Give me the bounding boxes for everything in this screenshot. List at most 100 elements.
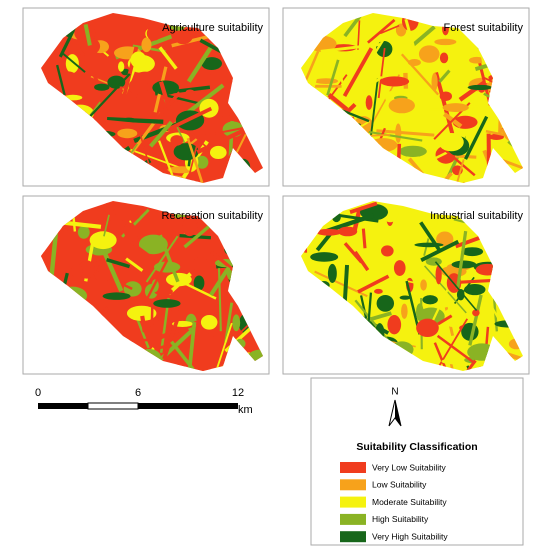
map-patch <box>153 299 181 308</box>
map-stroke <box>149 120 174 148</box>
map-stroke <box>162 305 184 360</box>
map-patch <box>117 128 138 139</box>
map-patch <box>387 315 402 335</box>
map-patch <box>123 281 142 297</box>
map-stroke <box>378 247 387 264</box>
map-patch <box>435 265 442 285</box>
legend-swatch <box>340 496 366 508</box>
map-patch <box>71 263 83 278</box>
map-patch <box>439 91 453 102</box>
map-stroke <box>357 274 390 294</box>
panel-title: Recreation suitability <box>162 210 264 222</box>
map-stroke <box>456 230 468 290</box>
map-patch <box>118 61 125 72</box>
map-patch <box>322 61 334 76</box>
map-patch <box>393 260 406 276</box>
map-patch <box>96 207 106 221</box>
map-patch <box>313 78 339 84</box>
map-stroke <box>468 294 483 346</box>
map-stroke <box>63 220 102 229</box>
map-stroke <box>377 47 386 99</box>
legend-label: Very Low Suitability <box>372 462 446 472</box>
map-patch <box>401 303 408 319</box>
map-patch <box>379 76 410 87</box>
map-patch <box>467 84 493 91</box>
map-patch <box>195 155 209 169</box>
map-patch <box>201 57 222 70</box>
map-stroke <box>343 13 363 38</box>
map-stroke <box>145 235 179 283</box>
map-stroke <box>362 75 383 93</box>
map-stroke <box>159 81 176 124</box>
map-patch <box>418 45 440 63</box>
map-stroke <box>368 130 423 142</box>
map-stroke <box>505 352 523 371</box>
map-patch <box>141 37 152 53</box>
map-patch <box>69 73 81 78</box>
map-patch <box>105 218 127 236</box>
map-stroke <box>438 318 469 367</box>
map-stroke <box>140 315 147 333</box>
map-patch <box>431 72 438 92</box>
map-patch <box>422 295 438 305</box>
map-patch <box>461 247 484 257</box>
map-stroke <box>87 118 150 126</box>
map-stroke <box>438 69 451 83</box>
map-patch <box>153 261 181 273</box>
legend-label: High Suitability <box>372 514 429 524</box>
map-patch <box>185 89 195 95</box>
map-stroke <box>143 260 168 305</box>
scale-bar: 0 6 12 km <box>35 387 253 416</box>
panel-title: Forest suitability <box>444 22 524 34</box>
map-panel: Forest suitability <box>282 7 530 187</box>
legend: N Suitability Classification Very Low Su… <box>310 377 524 546</box>
map-panel: Recreation suitability <box>22 195 270 375</box>
map-stroke <box>376 129 435 137</box>
map-stroke <box>464 115 489 160</box>
map-patch <box>399 145 427 157</box>
map-stroke <box>187 151 192 167</box>
map-stroke <box>485 130 507 137</box>
map-patch <box>415 303 424 321</box>
map-stroke <box>151 91 181 125</box>
map-patch <box>472 309 480 317</box>
map-stroke <box>441 146 476 177</box>
legend-label: Moderate Suitability <box>372 497 447 507</box>
map-patch <box>152 80 180 95</box>
panel-title: Agriculture suitability <box>162 22 263 34</box>
map-panel: Industrial suitability <box>282 195 530 375</box>
scale-segment <box>138 403 238 409</box>
map-patch <box>416 318 439 338</box>
map-stroke <box>158 140 175 179</box>
scale-label: 12 <box>232 387 244 399</box>
map-patch <box>126 305 157 321</box>
map-stroke <box>186 137 206 183</box>
legend-swatch <box>340 462 366 473</box>
map-patch <box>442 103 469 112</box>
map-patch <box>94 271 112 282</box>
map-stroke <box>419 221 442 252</box>
map-patch <box>170 135 184 146</box>
scale-segment <box>87 402 139 410</box>
map-stroke <box>437 314 453 326</box>
map-patch <box>422 215 438 230</box>
map-stroke <box>483 293 514 344</box>
map-patch <box>154 287 173 296</box>
map-patch <box>327 263 337 283</box>
map-stroke <box>217 268 222 332</box>
map-stroke <box>150 307 154 345</box>
map-patch <box>128 78 149 95</box>
map-patch <box>456 289 465 301</box>
map-stroke <box>325 213 375 234</box>
map-panel: Agriculture suitability <box>22 7 270 187</box>
map-patch <box>436 231 454 247</box>
map-patch <box>77 225 90 239</box>
map-stroke <box>166 106 213 132</box>
map-patch <box>376 294 395 312</box>
map-stroke <box>379 24 400 35</box>
map-patch <box>420 279 427 291</box>
map-stroke <box>75 43 110 102</box>
legend-title: Suitability Classification <box>356 441 477 453</box>
map-stroke <box>301 50 320 103</box>
